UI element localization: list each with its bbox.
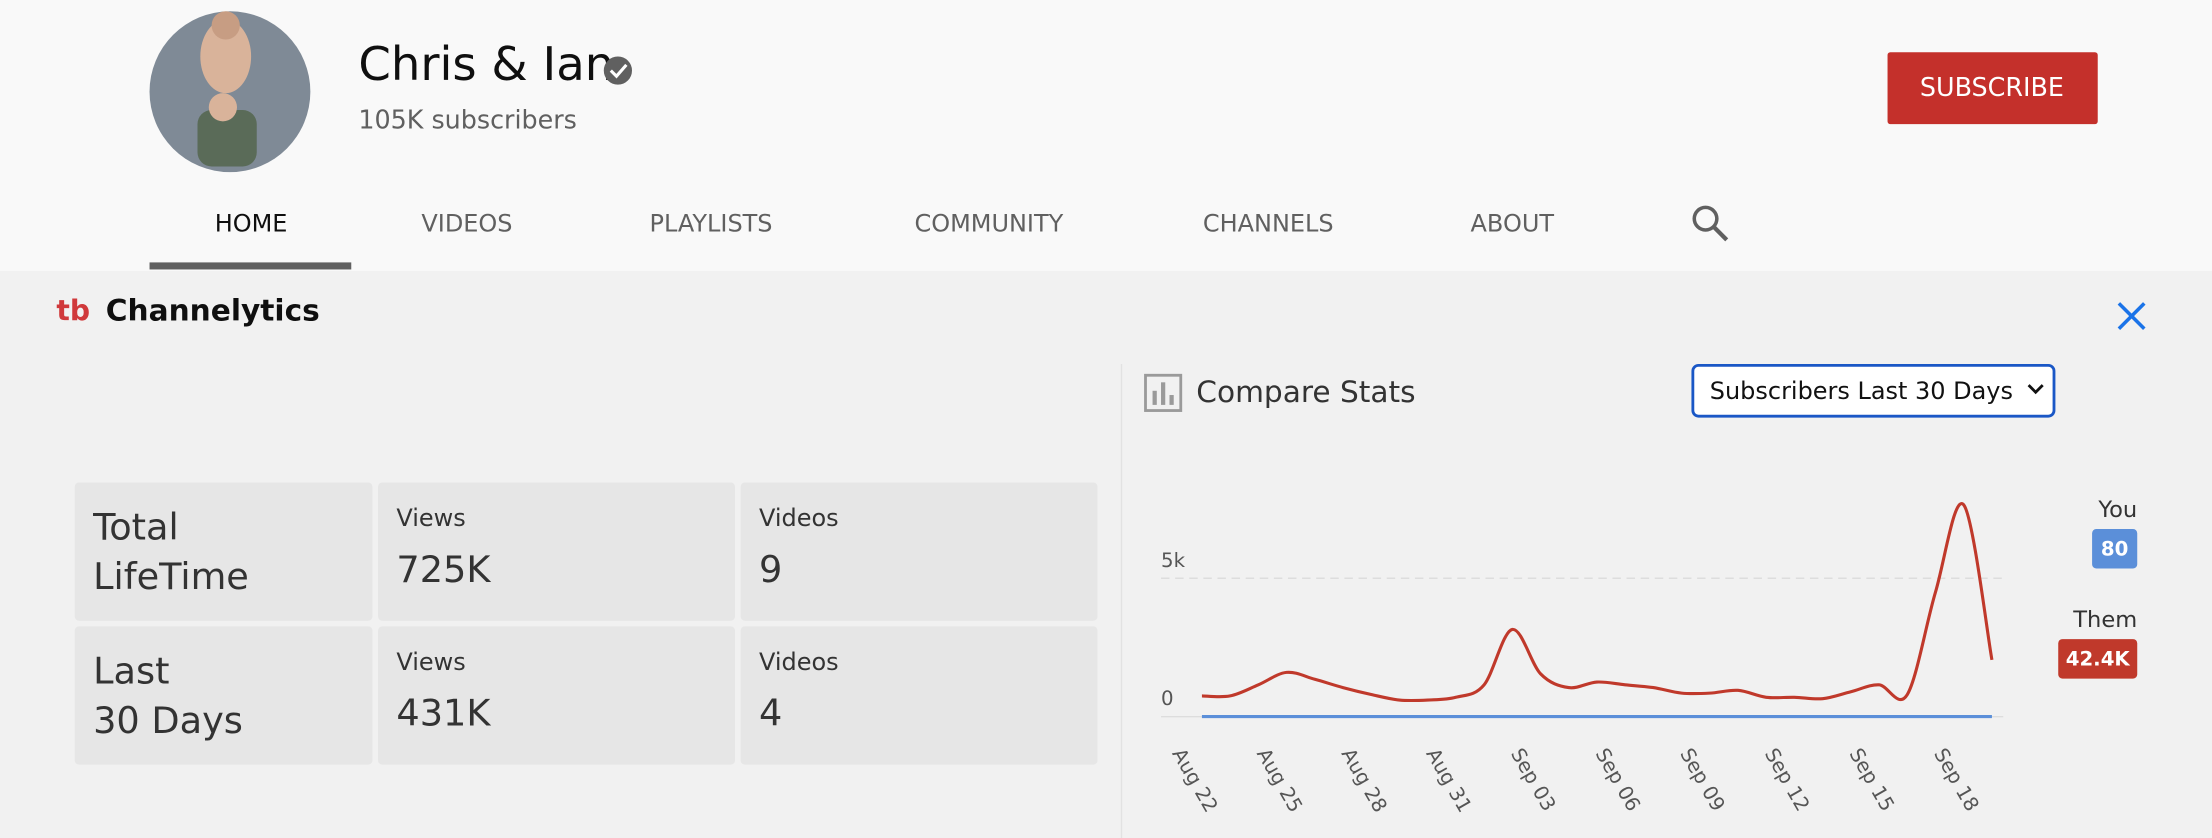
verified-icon [603,56,632,85]
tab[interactable]: HOME [215,209,288,237]
tab[interactable]: VIDEOS [421,209,512,237]
stat-value: 725K [396,548,491,591]
legend-total: 42.4K [2066,648,2131,671]
panel-title: Channelytics [106,293,320,327]
channelytics-logo: tb [56,294,90,327]
stat-value: 4 [759,692,782,735]
tab[interactable]: COMMUNITY [915,209,1064,237]
subscriber-count: 105K subscribers [358,104,577,134]
legend-name: Them [2072,607,2137,633]
tab[interactable]: CHANNELS [1203,209,1334,237]
stat-label: Views [396,504,465,532]
stat-cell [378,626,735,765]
stat-row-label: Last [93,649,169,692]
stat-row-label: LifeTime [93,555,249,598]
y-tick-label: 0 [1161,687,1174,710]
stat-select-label[interactable]: Subscribers Last 30 Days [1710,377,2013,405]
compare-icon [1144,373,1183,412]
stat-value: 431K [396,692,491,735]
stat-cell [74,626,373,765]
tab-underline [149,262,352,270]
avatar[interactable] [149,11,311,173]
close-button[interactable] [2117,302,2146,330]
stat-value: 9 [759,548,782,591]
channel-name: Chris & Ian [358,37,614,91]
subscribe-button[interactable] [1887,52,2098,125]
stat-label: Views [396,648,465,676]
header-bg [0,0,2212,271]
select-chevron [2027,384,2044,395]
legend-total: 80 [2101,538,2128,561]
stat-label: Videos [759,504,839,532]
legend-swatch [2092,529,2138,569]
search-icon[interactable] [1692,205,1729,242]
stat-row-label: Total [92,506,179,549]
legend-swatch [2058,639,2138,679]
stat-cell [378,482,735,621]
series-line [1201,502,1994,703]
y-tick-label: 5k [1161,549,1186,572]
stat-cell [740,482,1098,621]
tab[interactable]: PLAYLISTS [649,209,772,237]
legend-name: You [2097,497,2137,523]
compare-title: Compare Stats [1196,375,1415,409]
subscribe-label[interactable]: SUBSCRIBE [1920,72,2064,102]
stat-select[interactable] [1691,363,2056,418]
tab[interactable]: ABOUT [1471,209,1555,237]
stat-cell [740,626,1098,765]
stat-cell [74,482,373,621]
stat-row-label: 30 Days [93,699,243,742]
stat-label: Videos [759,648,839,676]
